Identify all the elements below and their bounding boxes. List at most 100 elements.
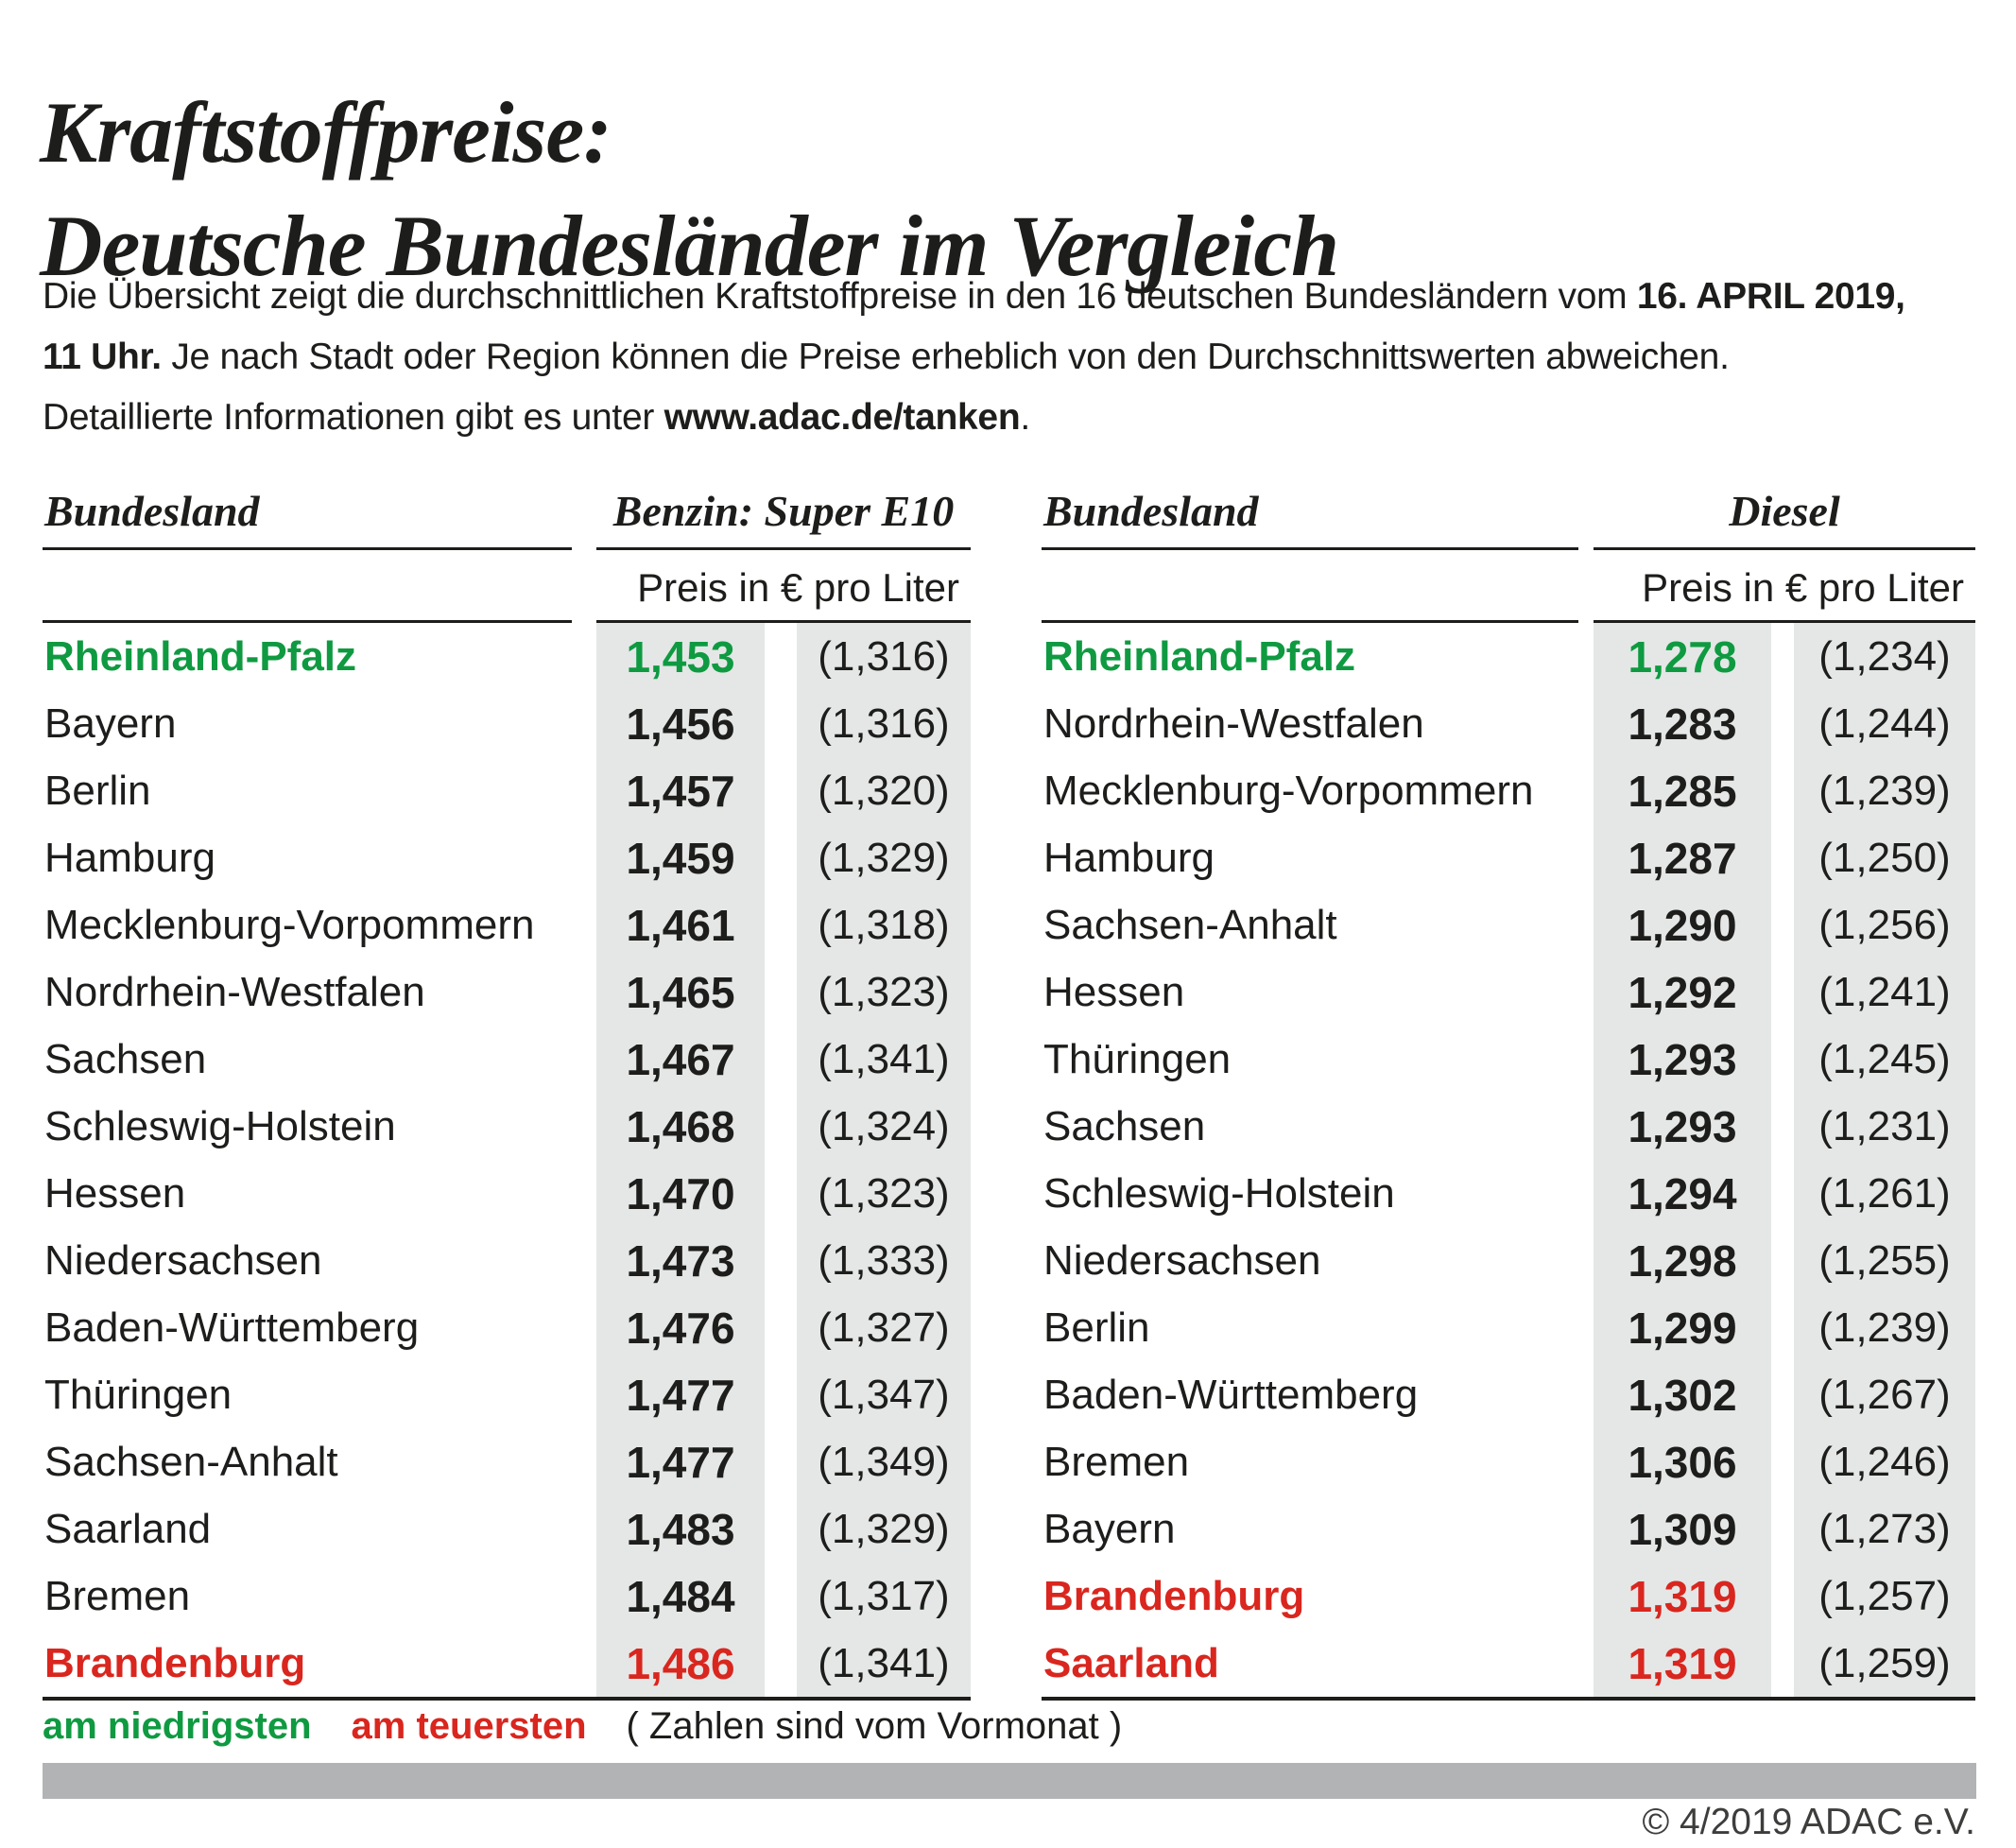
price-value: 1,294 — [1594, 1160, 1771, 1227]
previous-month-value: (1,239) — [1794, 1294, 1975, 1361]
header-rule — [43, 547, 572, 550]
price-value: 1,290 — [1594, 891, 1771, 959]
benzin-table: Bundesland Benzin: Super E10 Preis in € … — [43, 468, 971, 1701]
table-header-region: Bundesland — [44, 487, 260, 535]
previous-month-value: (1,245) — [1794, 1026, 1975, 1093]
title-line-2: Deutsche Bundesländer im Vergleich — [40, 197, 1339, 294]
price-value: 1,457 — [596, 757, 765, 824]
region-name: Brandenburg — [1043, 1572, 1305, 1619]
benzin-table-grid: Bundesland Benzin: Super E10 Preis in € … — [43, 468, 971, 1701]
intro-segment: . — [1020, 397, 1030, 438]
region-name: Thüringen — [1043, 1035, 1232, 1082]
price-value: 1,468 — [596, 1093, 765, 1160]
table-subheader-unit: Preis in € pro Liter — [637, 565, 959, 610]
price-value: 1,453 — [596, 623, 765, 690]
diesel-table: Bundesland Diesel Preis in € pro Liter R… — [1042, 468, 1975, 1701]
header-rule — [43, 620, 572, 623]
legend: am niedrigsten am teuersten ( Zahlen sin… — [43, 1705, 1122, 1748]
price-value: 1,477 — [596, 1428, 765, 1495]
header-rule — [1594, 620, 1975, 623]
previous-month-value: (1,349) — [797, 1428, 971, 1495]
region-name: Hessen — [44, 1169, 186, 1217]
intro-line: Die Übersicht zeigt die durchschnittlich… — [43, 267, 1976, 327]
intro-line: 11 Uhr. Je nach Stadt oder Region können… — [43, 327, 1976, 388]
previous-month-value: (1,341) — [797, 1630, 971, 1697]
region-name: Sachsen — [44, 1035, 207, 1082]
region-name: Thüringen — [44, 1371, 233, 1418]
previous-month-value: (1,333) — [797, 1227, 971, 1294]
intro-bold-segment: www.adac.de/tanken — [663, 397, 1021, 438]
previous-month-value: (1,261) — [1794, 1160, 1975, 1227]
previous-month-value: (1,316) — [797, 690, 971, 757]
price-value: 1,298 — [1594, 1227, 1771, 1294]
previous-month-value: (1,267) — [1794, 1361, 1975, 1428]
price-value: 1,306 — [1594, 1428, 1771, 1495]
price-value: 1,456 — [596, 690, 765, 757]
previous-month-value: (1,323) — [797, 959, 971, 1026]
region-name: Niedersachsen — [1043, 1236, 1321, 1284]
previous-month-value: (1,246) — [1794, 1428, 1975, 1495]
previous-month-value: (1,234) — [1794, 623, 1975, 690]
price-value: 1,483 — [596, 1495, 765, 1563]
intro-line: Detaillierte Informationen gibt es unter… — [43, 388, 1976, 448]
price-value: 1,459 — [596, 824, 765, 891]
price-value: 1,473 — [596, 1227, 765, 1294]
region-name: Hessen — [1043, 968, 1185, 1015]
region-name: Nordrhein-Westfalen — [44, 968, 425, 1015]
region-name: Mecklenburg-Vorpommern — [44, 901, 535, 948]
price-value: 1,293 — [1594, 1026, 1771, 1093]
region-name: Schleswig-Holstein — [44, 1102, 396, 1149]
region-name: Hamburg — [44, 834, 215, 881]
region-name: Hamburg — [1043, 834, 1215, 881]
previous-month-value: (1,256) — [1794, 891, 1975, 959]
previous-month-value: (1,273) — [1794, 1495, 1975, 1563]
header-rule — [596, 620, 971, 623]
table-header-fuel: Diesel — [1729, 487, 1840, 535]
price-value: 1,292 — [1594, 959, 1771, 1026]
region-name: Sachsen-Anhalt — [1043, 901, 1337, 948]
region-name: Bayern — [1043, 1505, 1176, 1552]
previous-month-value: (1,231) — [1794, 1093, 1975, 1160]
previous-month-value: (1,250) — [1794, 824, 1975, 891]
region-name: Bremen — [1043, 1438, 1190, 1485]
legend-highest: am teuersten — [351, 1705, 587, 1747]
intro-bold-segment: 11 Uhr. — [43, 337, 162, 377]
price-value: 1,283 — [1594, 690, 1771, 757]
table-header-region: Bundesland — [1043, 487, 1259, 535]
price-value: 1,461 — [596, 891, 765, 959]
price-value: 1,476 — [596, 1294, 765, 1361]
region-name: Rheinland-Pfalz — [1043, 632, 1356, 680]
intro-segment: Die Übersicht zeigt die durchschnittlich… — [43, 276, 1637, 317]
region-name: Nordrhein-Westfalen — [1043, 699, 1424, 747]
price-value: 1,467 — [596, 1026, 765, 1093]
intro-segment: Detaillierte Informationen gibt es unter — [43, 397, 664, 438]
previous-month-value: (1,320) — [797, 757, 971, 824]
region-name: Sachsen-Anhalt — [44, 1438, 338, 1485]
copyright: © 4/2019 ADAC e.V. — [1642, 1802, 1975, 1842]
previous-month-value: (1,318) — [797, 891, 971, 959]
region-name: Sachsen — [1043, 1102, 1206, 1149]
region-name: Baden-Württemberg — [44, 1304, 420, 1351]
region-name: Berlin — [1043, 1304, 1150, 1351]
intro-segment: Je nach Stadt oder Region können die Pre… — [161, 337, 1730, 377]
price-value: 1,309 — [1594, 1495, 1771, 1563]
legend-note: ( Zahlen sind vom Vormonat ) — [626, 1705, 1123, 1747]
previous-month-value: (1,323) — [797, 1160, 971, 1227]
price-value: 1,285 — [1594, 757, 1771, 824]
bottom-bar — [43, 1763, 1976, 1799]
previous-month-value: (1,341) — [797, 1026, 971, 1093]
price-value: 1,465 — [596, 959, 765, 1026]
previous-month-value: (1,241) — [1794, 959, 1975, 1026]
table-bottom-rule — [1042, 1697, 1975, 1701]
page-title: Kraftstoffpreise: Deutsche Bundesländer … — [40, 76, 1339, 302]
region-name: Niedersachsen — [44, 1236, 322, 1284]
previous-month-value: (1,329) — [797, 824, 971, 891]
price-value: 1,299 — [1594, 1294, 1771, 1361]
legend-lowest: am niedrigsten — [43, 1705, 312, 1747]
table-bottom-rule — [43, 1697, 971, 1701]
price-value: 1,470 — [596, 1160, 765, 1227]
previous-month-value: (1,324) — [797, 1093, 971, 1160]
previous-month-value: (1,239) — [1794, 757, 1975, 824]
table-header-fuel: Benzin: Super E10 — [612, 487, 955, 535]
